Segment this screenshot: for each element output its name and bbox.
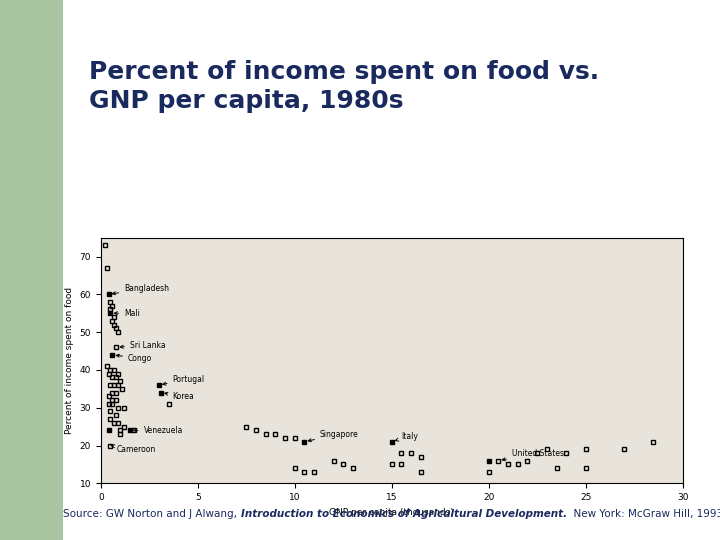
Text: Congo: Congo [116,354,152,363]
Text: Venezuela: Venezuela [134,426,183,435]
X-axis label: GNP per capita (thousands): GNP per capita (thousands) [329,508,454,517]
Text: Singapore: Singapore [308,430,359,442]
Text: Korea: Korea [165,392,194,401]
Text: Source: GW Norton and J Alwang,: Source: GW Norton and J Alwang, [63,509,240,519]
Text: Bangladesh: Bangladesh [112,284,169,295]
Text: Portugal: Portugal [163,375,204,385]
Text: Sri Lanka: Sri Lanka [120,341,166,350]
Text: Cameroon: Cameroon [111,444,156,454]
Text: United States: United States [502,449,564,461]
Text: Introduction to Economics of Agricultural Development.: Introduction to Economics of Agricultura… [240,509,567,519]
Text: Percent of income spent on food vs.
GNP per capita, 1980s: Percent of income spent on food vs. GNP … [89,60,600,113]
Text: Mali: Mali [114,309,140,318]
Text: New York: McGraw Hill, 1993.: New York: McGraw Hill, 1993. [567,509,720,519]
Y-axis label: Percent of income spent on food: Percent of income spent on food [65,287,74,434]
Text: Italy: Italy [395,431,418,441]
